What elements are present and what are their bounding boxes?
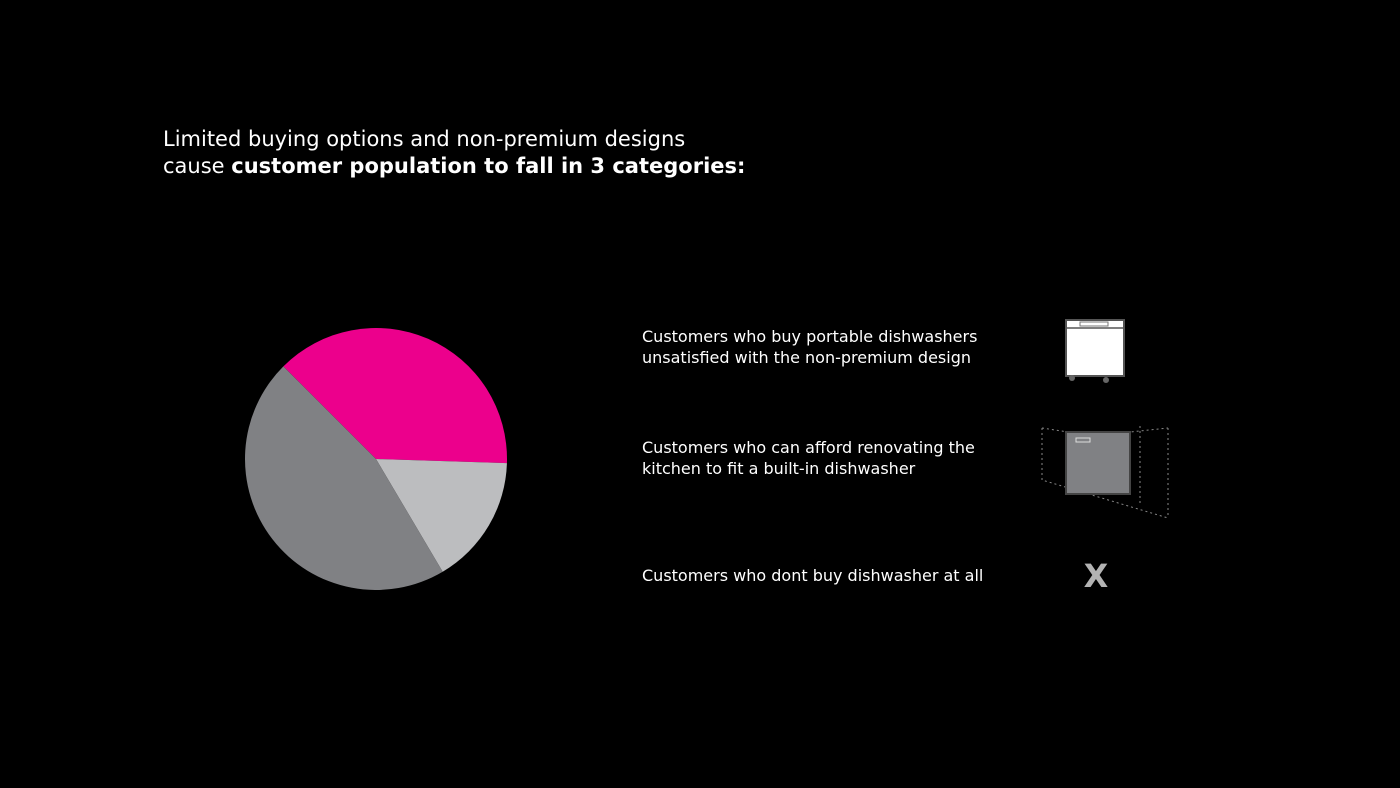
chart-title: cause customer population to fall in 3 c… (163, 154, 745, 178)
chart-title: Limited buying options and non-premium d… (163, 127, 685, 151)
title-line: cause (163, 154, 225, 178)
legend-label: Customers who buy portable dishwashers u… (642, 327, 978, 367)
title-emphasis: customer population to fall in 3 categor… (231, 154, 745, 178)
pie (245, 327, 507, 590)
pie-slice (245, 366, 443, 590)
pie-slice (283, 327, 507, 464)
title-line: Limited buying options and non-premium d… (163, 127, 685, 151)
none-icon: X (1084, 557, 1109, 595)
built-in-dishwasher-icon (1041, 426, 1169, 519)
legend-label: Customers who dont buy dishwasher at all (642, 566, 984, 585)
portable-dishwasher-icon (1065, 319, 1125, 383)
legend-label: Customers who can afford renovating the … (642, 438, 975, 478)
pie-slice (376, 459, 507, 572)
